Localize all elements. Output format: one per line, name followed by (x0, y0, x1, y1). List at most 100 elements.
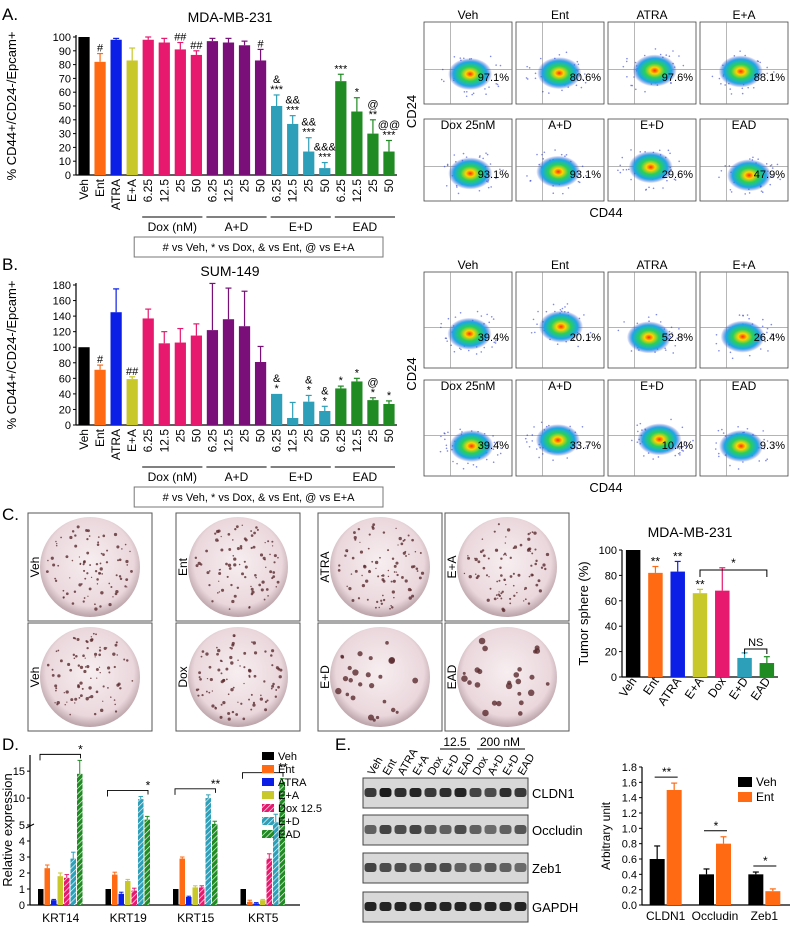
colony (235, 713, 239, 716)
flow-event (580, 86, 583, 89)
colony (83, 560, 86, 563)
flow-event (545, 310, 548, 313)
colony (372, 718, 376, 722)
colony (218, 580, 220, 582)
colony (382, 598, 386, 602)
flow-event (456, 462, 458, 465)
colony (54, 702, 56, 704)
blot-band (439, 825, 452, 834)
colony (496, 580, 499, 583)
colony (250, 587, 254, 591)
flow-plot-label: A+D (548, 379, 572, 393)
bar (192, 887, 198, 905)
colony (248, 606, 251, 609)
colony (528, 575, 531, 578)
flow-event (564, 306, 566, 308)
significance-label: ** (651, 555, 661, 569)
y-axis-label: Relative expression (0, 773, 15, 886)
bar (94, 61, 106, 176)
flow-event (718, 455, 720, 458)
flow-event (536, 153, 538, 156)
significance-label: # (97, 43, 104, 55)
colony (407, 587, 412, 592)
colony (375, 567, 377, 570)
flow-plot: E+D 10.4% (607, 379, 697, 477)
bar (715, 590, 730, 677)
significance-label: * (78, 742, 83, 756)
colony (350, 573, 353, 575)
colony (515, 678, 522, 685)
colony (357, 651, 363, 657)
flow-event (565, 153, 568, 156)
colony (95, 690, 99, 694)
colony (228, 567, 232, 570)
significance-label: # (97, 354, 104, 366)
flow-percentage: 26.4% (754, 332, 785, 344)
flow-event (682, 450, 685, 452)
bar (125, 881, 131, 905)
blot-band (364, 825, 377, 834)
flow-event (443, 432, 446, 434)
flow-event (541, 453, 544, 455)
colony (501, 590, 504, 593)
flow-event (581, 426, 584, 428)
flow-event (478, 156, 481, 158)
flow-event (554, 149, 556, 151)
flow-event (630, 149, 632, 151)
flow-event (617, 169, 619, 172)
colony (241, 524, 244, 527)
flow-event (589, 331, 592, 334)
flow-event (776, 163, 779, 166)
colony (275, 689, 278, 691)
colony (497, 597, 499, 599)
flow-event (526, 65, 528, 68)
colony (258, 583, 262, 587)
colony (503, 552, 507, 555)
flow-event (648, 186, 650, 189)
colony (221, 660, 223, 663)
colony (273, 554, 277, 558)
colony (504, 542, 507, 544)
flow-event (577, 345, 579, 348)
flow-event (674, 344, 677, 347)
colony (208, 570, 211, 572)
colony (251, 641, 253, 643)
bar-hatch (279, 781, 285, 905)
colony (93, 712, 97, 716)
colony (77, 684, 80, 687)
flow-event (482, 157, 484, 160)
flow-density (628, 151, 673, 184)
legend-swatch-hatch (262, 817, 274, 825)
blot-band (364, 788, 377, 797)
y-tick-label: 80 (59, 358, 71, 370)
lane-group-label: 12.5 (443, 735, 467, 749)
y-tick-label: 100 (53, 342, 71, 354)
y-tick-label: 0.4 (622, 869, 637, 881)
flow-event (565, 51, 568, 54)
flow-event (495, 64, 497, 66)
colony (481, 538, 484, 540)
flow-plot: EAD 47.9% (699, 118, 789, 202)
bar (110, 312, 122, 425)
colony (250, 708, 253, 711)
blot-band (424, 788, 437, 797)
sphere-dish (40, 627, 140, 727)
colony (129, 550, 131, 553)
colony (216, 652, 219, 656)
flow-event (678, 328, 680, 330)
x-tick-label: 25 (173, 429, 187, 443)
colony (338, 564, 341, 567)
flow-event (443, 165, 446, 168)
colony (199, 677, 202, 681)
flow-density (535, 424, 580, 457)
colony (391, 557, 395, 560)
colony (56, 703, 59, 706)
bar (670, 571, 685, 677)
colony (273, 561, 276, 564)
colony (529, 532, 532, 534)
flow-event (729, 188, 732, 191)
y-tick-label: 30 (59, 129, 71, 141)
colony (255, 526, 258, 529)
flow-event (730, 93, 733, 95)
